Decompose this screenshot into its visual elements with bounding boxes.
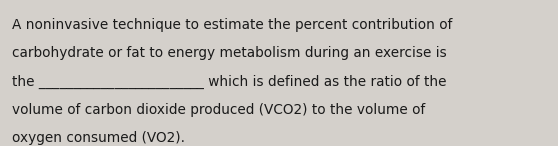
Text: A noninvasive technique to estimate the percent contribution of: A noninvasive technique to estimate the … [12,18,453,32]
Text: volume of carbon dioxide produced (VCO2) to the volume of: volume of carbon dioxide produced (VCO2)… [12,103,426,117]
Text: the ________________________ which is defined as the ratio of the: the ________________________ which is de… [12,74,447,89]
Text: oxygen consumed (VO2).: oxygen consumed (VO2). [12,131,185,145]
Text: carbohydrate or fat to energy metabolism during an exercise is: carbohydrate or fat to energy metabolism… [12,46,447,60]
